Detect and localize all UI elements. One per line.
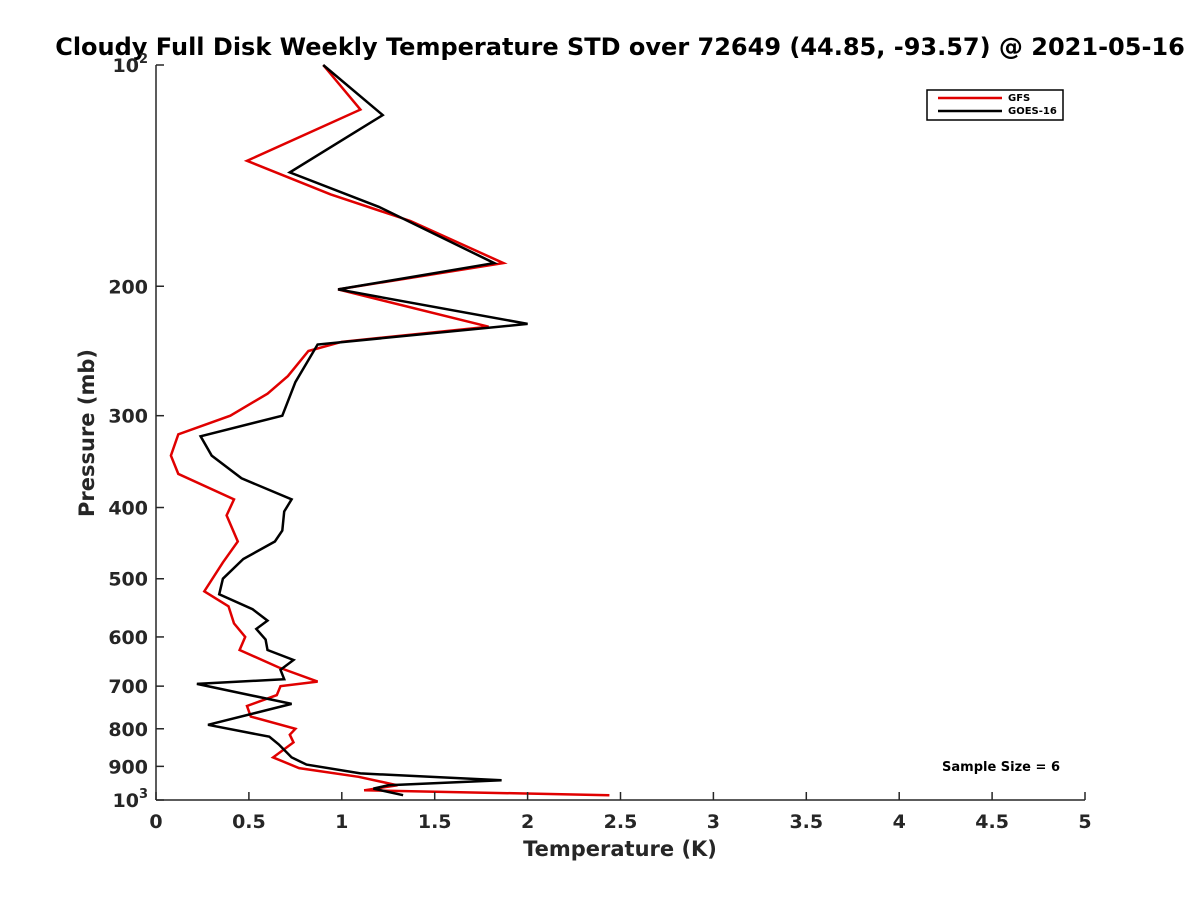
- x-ticks: 0 0.5 1 1.5 2 2.5 3 3.5 4 4.5 5: [149, 792, 1092, 833]
- x-tick-label: 3: [707, 811, 720, 833]
- x-tick-label: 2.5: [604, 811, 638, 833]
- legend: GFS GOES-16: [926, 89, 1064, 121]
- x-tick-label: 0: [149, 811, 162, 833]
- chart-title: Cloudy Full Disk Weekly Temperature STD …: [55, 33, 1185, 61]
- x-tick-label: 2: [521, 811, 534, 833]
- x-tick-label: 4: [893, 811, 906, 833]
- y-tick-label: 200: [108, 276, 148, 298]
- x-tick-label: 3.5: [789, 811, 823, 833]
- sample-size-annotation: Sample Size = 6: [942, 760, 1060, 775]
- legend-label-goes-16: GOES-16: [1008, 106, 1057, 117]
- y-tick-label: 400: [108, 498, 148, 520]
- y-tick-label: 600: [108, 627, 148, 649]
- y-tick-label: 900: [108, 756, 148, 778]
- plot-series: [169, 64, 610, 797]
- legend-box: [926, 89, 1064, 121]
- x-tick-label: 1.5: [418, 811, 452, 833]
- x-tick-label: 4.5: [975, 811, 1009, 833]
- series-line-gfs: [169, 64, 610, 797]
- y-axis-label: Pressure (mb): [75, 349, 99, 517]
- x-tick-label: 5: [1078, 811, 1091, 833]
- x-tick-label: 1: [335, 811, 348, 833]
- y-ticks: 102 200 300 400 500 600 700 800 900 103: [108, 52, 164, 812]
- x-axis-label: Temperature (K): [523, 837, 717, 861]
- legend-label-gfs: GFS: [1008, 93, 1030, 104]
- x-tick-label: 0.5: [232, 811, 266, 833]
- y-tick-label: 700: [108, 676, 148, 698]
- y-tick-label: 300: [108, 406, 148, 428]
- y-tick-label: 500: [108, 569, 148, 591]
- y-tick-label: 103: [113, 787, 149, 812]
- y-tick-label: 102: [113, 52, 149, 77]
- y-tick-label: 800: [108, 719, 148, 741]
- series-line-goes-16: [196, 64, 528, 797]
